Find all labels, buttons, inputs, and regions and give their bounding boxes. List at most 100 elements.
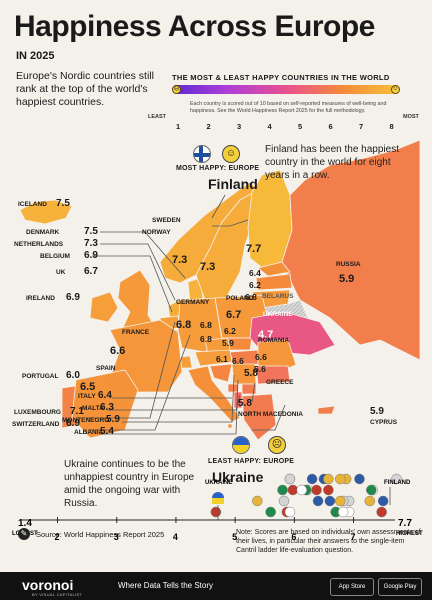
country-name-belgium: BELGIUM — [40, 253, 70, 260]
flag-dot-denmark — [377, 495, 389, 507]
leader-line-north-macedonia — [251, 382, 256, 403]
axis-tick-label: 2 — [55, 532, 60, 542]
axis-lowest-value: 1.4 — [18, 518, 32, 529]
leader-line-albania — [100, 379, 239, 435]
flag-dot-bulgaria — [265, 506, 276, 518]
country-value-albania: 5.4 — [100, 426, 114, 437]
scale-tick: 6 — [328, 122, 333, 131]
scale-tick: 7 — [359, 122, 364, 131]
country-value-luxembourg: 7.1 — [70, 406, 84, 417]
finland-flag-icon — [193, 145, 211, 163]
country-latvia — [255, 273, 293, 291]
flag-dot-iceland — [376, 506, 387, 518]
page-title: Happiness Across Europe — [14, 10, 375, 43]
country-value-croatia: 6.1 — [216, 354, 228, 364]
country-value-malta: 6.3 — [100, 402, 114, 413]
axis-tick-label: 7 — [351, 532, 356, 542]
least-happy-note: Ukraine continues to be the unhappiest c… — [64, 459, 195, 509]
country-name-netherlands: NETHERLANDS — [14, 241, 64, 248]
scale-tick: 1 — [176, 122, 181, 131]
country-value-hungary: 5.9 — [222, 338, 234, 348]
country-value-montenegro: 5.9 — [106, 414, 120, 425]
leader-line-ukraine-callout — [252, 404, 286, 431]
brand-logo[interactable]: voronoi — [22, 577, 74, 593]
flag-dot-greece — [278, 495, 290, 507]
flag-dot-norway — [366, 484, 377, 496]
country-value-ireland: 6.9 — [66, 292, 80, 303]
leader-line-norway — [212, 219, 249, 227]
app-store-button[interactable]: App Store — [330, 578, 374, 596]
flag-dot-serbia — [323, 473, 334, 485]
country-name-greece: GREECE — [266, 379, 294, 386]
footer: voronoi BY VISUAL CAPITALIST Where Data … — [0, 572, 432, 600]
country-name-italy: ITALY — [78, 393, 96, 400]
axis-highest-caption: HIGHEST — [396, 531, 423, 537]
country-name-spain: SPAIN — [96, 365, 116, 372]
country-value-switzerland: 6.9 — [66, 418, 80, 429]
axis-tick-label: 4 — [173, 532, 178, 542]
country-value-lithuania: 6.8 — [245, 292, 257, 302]
brand-sub: BY VISUAL CAPITALIST — [32, 592, 83, 597]
intro-text: Europe's Nordic countries still rank at … — [16, 70, 154, 108]
country-name-ukraine: UKRAINE — [263, 311, 293, 318]
color-scale-bar — [172, 85, 400, 94]
country-value-ukraine: 4.7 — [258, 329, 273, 341]
flag-dot-lithuania — [334, 473, 346, 485]
leader-line-denmark — [100, 231, 186, 279]
country-value-romania: 6.6 — [255, 352, 267, 362]
country-value-netherlands: 7.3 — [84, 238, 98, 249]
leader-line-montenegro — [122, 374, 235, 423]
most-happy-country: Finland — [208, 176, 258, 192]
country-value-north-macedonia: 5.8 — [238, 398, 252, 409]
flag-dot-austria — [334, 495, 346, 507]
country-name-malta: MALTA — [82, 405, 104, 412]
tagline: Where Data Tells the Story — [118, 581, 214, 590]
source-icon: ✎ — [18, 528, 30, 540]
scale-most-label: MOST — [403, 114, 419, 120]
country-name-france: FRANCE — [122, 329, 150, 336]
flag-dot-portugal — [287, 484, 299, 496]
country-value-spain: 6.5 — [80, 381, 95, 393]
leader-line-sweden — [211, 194, 226, 219]
scale-note: Each country is scored out of 10 based o… — [190, 101, 387, 114]
scale-tick: 2 — [206, 122, 211, 131]
country-austria — [194, 349, 233, 367]
leader-line-luxembourg — [86, 321, 176, 419]
country-iceland — [19, 199, 73, 225]
axis-tick-label: 5 — [232, 532, 237, 542]
axis-highest-value: 7.7 — [398, 518, 412, 529]
country-name-sweden: SWEDEN — [152, 217, 181, 224]
country-malta — [227, 423, 233, 429]
scale-least-label: LEAST — [148, 114, 167, 120]
country-value-belgium: 6.9 — [84, 250, 98, 261]
sad-face-icon: ☹ — [268, 436, 286, 454]
country-value-czechia: 6.8 — [200, 320, 212, 330]
country-value-cyprus: 5.9 — [370, 406, 384, 417]
leader-line-netherlands — [100, 243, 176, 301]
flag-dot-italy — [311, 484, 322, 496]
scale-tick: 5 — [298, 122, 303, 131]
country-name-cyprus: CYPRUS — [370, 419, 398, 426]
country-estonia — [257, 261, 291, 277]
country-croatia — [209, 363, 233, 383]
country-value-france: 6.6 — [110, 345, 125, 357]
source-text: Source: World Happiness Report 2025 — [36, 530, 165, 539]
country-value-serbia: 6.6 — [232, 356, 244, 366]
country-name-norway: NORWAY — [142, 229, 171, 236]
country-value-sweden: 7.3 — [172, 254, 187, 266]
flag-dot-ukraine — [210, 506, 222, 518]
country-name-portugal: PORTUGAL — [22, 373, 59, 380]
country-name-poland: POLAND — [226, 295, 254, 302]
leader-line-belgium — [92, 255, 173, 313]
country-name-albania: ALBANIA — [74, 429, 104, 436]
flag-dot-cyprus — [284, 473, 296, 485]
flag-dot-luxembourg — [354, 473, 365, 485]
google-play-button[interactable]: Google Play — [378, 578, 422, 596]
country-value-russia: 5.9 — [339, 273, 354, 285]
country-value-estonia: 6.4 — [249, 268, 261, 278]
ukraine-flag-icon — [232, 436, 250, 454]
country-name-denmark: DENMARK — [26, 229, 60, 236]
country-value-bulgaria: 5.6 — [254, 364, 266, 374]
country-greece — [241, 393, 277, 441]
